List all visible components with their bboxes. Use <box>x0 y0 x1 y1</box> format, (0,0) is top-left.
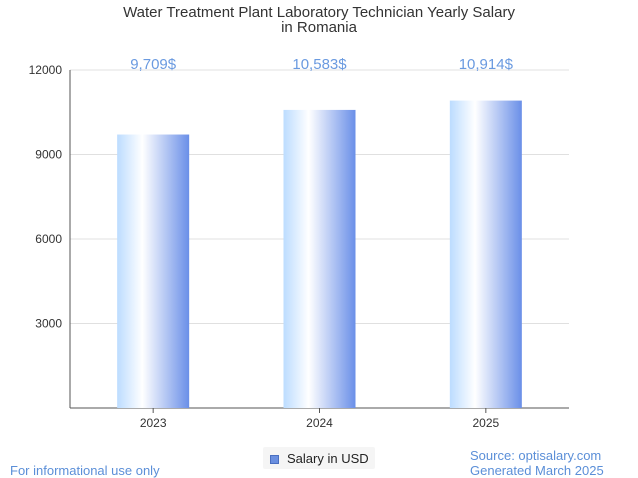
y-tick-label: 3000 <box>35 317 62 331</box>
data-label: 10,914$ <box>459 56 514 73</box>
chart-title-line1: Water Treatment Plant Laboratory Technic… <box>123 4 515 21</box>
bar <box>117 134 190 408</box>
legend-swatch <box>270 455 279 464</box>
legend-label-salary: Salary in USD <box>287 451 369 466</box>
bar <box>283 109 356 408</box>
chart-title-line2: in Romania <box>281 19 357 36</box>
legend[interactable]: Salary in USD <box>263 447 375 469</box>
bar <box>449 100 522 409</box>
data-label: 9,709$ <box>130 56 177 73</box>
y-tick-label: 6000 <box>35 232 62 246</box>
x-tick-label: 2024 <box>306 416 333 430</box>
disclaimer-text: For informational use only <box>10 463 160 478</box>
x-tick-label: 2023 <box>140 416 167 430</box>
source-text: Source: optisalary.com <box>470 448 602 463</box>
generated-date-text: Generated March 2025 <box>470 463 604 478</box>
x-tick-label: 2025 <box>472 416 499 430</box>
y-tick-label: 12000 <box>29 63 63 77</box>
data-label: 10,583$ <box>292 56 347 73</box>
y-tick-label: 9000 <box>35 148 62 162</box>
